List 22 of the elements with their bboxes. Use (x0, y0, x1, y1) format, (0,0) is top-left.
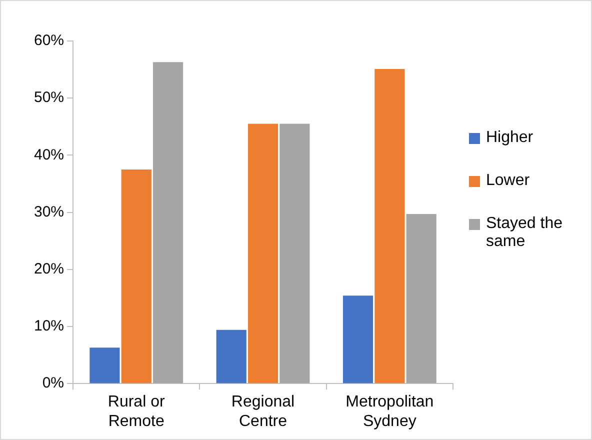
bar (248, 124, 278, 384)
x-tick-label: Regional Centre (231, 394, 295, 430)
bar (152, 62, 184, 384)
y-tick-label: 10% (34, 318, 64, 335)
legend-label: Higher (486, 129, 534, 147)
bar (280, 124, 310, 384)
y-tick-label: 60% (34, 32, 64, 50)
y-tick-label: 20% (34, 260, 64, 278)
bar (216, 330, 246, 384)
x-tick-label: Metropolitan Sydney (346, 394, 434, 430)
legend-label: Lower (486, 172, 530, 190)
bar (342, 296, 374, 384)
bar (121, 169, 152, 384)
y-tick-label: 50% (34, 89, 64, 106)
bar (374, 68, 405, 384)
bar (406, 214, 436, 384)
y-tick-label: 40% (34, 146, 64, 164)
x-tick-label: Rural or Remote (108, 394, 166, 430)
bar (90, 348, 120, 384)
legend-label: Stayed the same (486, 215, 564, 251)
y-tick-label: 30% (34, 203, 64, 220)
y-tick-label: 0% (42, 374, 64, 392)
